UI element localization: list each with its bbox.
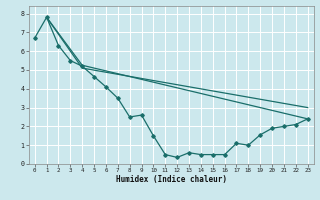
X-axis label: Humidex (Indice chaleur): Humidex (Indice chaleur) xyxy=(116,175,227,184)
